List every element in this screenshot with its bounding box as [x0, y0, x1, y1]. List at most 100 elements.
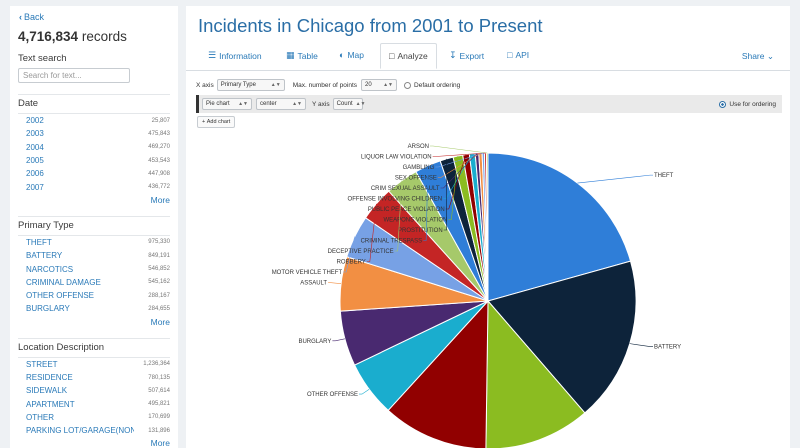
pie-connector [394, 180, 403, 252]
pie-slice-battery[interactable] [487, 260, 637, 414]
tab-map[interactable]: ◐ Map [339, 50, 364, 60]
chart-icon: □ [389, 51, 395, 61]
facet-item[interactable]: BATTERY 849,191 [18, 249, 170, 262]
pie-connector [577, 174, 653, 184]
facet-item-count: 545,162 [148, 279, 170, 286]
download-icon: ↧ [449, 50, 457, 60]
facet-item[interactable]: RESIDENCE 780,135 [18, 371, 170, 384]
facet-item-label: 2007 [26, 182, 44, 192]
facet-item-count: 469,270 [148, 144, 170, 151]
facet-item-count: 546,852 [148, 266, 170, 273]
axis-controls: X axis Primary Type ▲▼ Max. number of po… [196, 79, 460, 91]
facet-item[interactable]: 2006 447,908 [18, 167, 170, 180]
pie-label: THEFT [654, 173, 674, 179]
y-axis-select[interactable]: Count ▲▼ [332, 98, 366, 110]
facet-item[interactable]: OTHER OFFENSE 288,167 [18, 289, 170, 302]
facet-item[interactable]: 2004 469,270 [18, 141, 170, 154]
facet-item-label: 2004 [26, 142, 44, 152]
facet-item[interactable]: NARCOTICS 546,852 [18, 262, 170, 275]
facet-item[interactable]: BURGLARY 284,655 [18, 302, 170, 315]
x-axis-select[interactable]: Primary Type ▲▼ [216, 79, 285, 91]
facet-item-label: OTHER OFFENSE [26, 291, 95, 301]
plus-icon: + [202, 119, 207, 125]
x-axis-label: X axis [196, 81, 214, 89]
facet-item[interactable]: 2007 436,772 [18, 180, 170, 193]
pie-connector [443, 158, 447, 231]
facet-item[interactable]: 2002 25,807 [18, 114, 170, 127]
facet-item-count: 453,543 [148, 157, 170, 164]
pie-label: PROSTITUTION [398, 228, 443, 234]
facet-item-count: 436,772 [148, 184, 170, 191]
back-label: Back [24, 12, 45, 22]
list-icon: ☰ [208, 50, 217, 60]
facet-item-count: 780,135 [148, 374, 170, 381]
series-row: Pie chart ▲▼ center ▲▼ Y axis Count ▲▼ U… [196, 95, 782, 113]
chart-type-select[interactable]: Pie chart ▲▼ [202, 98, 252, 110]
pie-connector [328, 282, 342, 284]
tab-table[interactable]: ▦ Table [286, 50, 318, 61]
facet-item[interactable]: APARTMENT 495,821 [18, 397, 170, 410]
pie-slice-theft[interactable] [487, 152, 632, 302]
main-panel: Incidents in Chicago from 2001 to Presen… [186, 6, 790, 448]
pie-connector [432, 152, 486, 157]
pie-label: MOTOR VEHICLE THEFT [272, 270, 343, 276]
max-points-select[interactable]: 20 ▲▼ [361, 79, 398, 91]
facet-item[interactable]: THEFT 975,330 [18, 236, 170, 249]
align-select[interactable]: center ▲▼ [256, 98, 306, 110]
facet-section: Date 2002 25,807 2003 475,843 2004 469,270 2005… [18, 94, 170, 205]
facet-title: Primary Type [18, 217, 170, 236]
default-ordering-radio[interactable] [404, 81, 412, 89]
facet-item[interactable]: OTHER 170,699 [18, 411, 170, 424]
use-for-ordering-radio[interactable] [719, 100, 727, 108]
pie-connector [358, 389, 370, 395]
tab-analyze[interactable]: □ Analyze [380, 43, 437, 69]
more-link[interactable]: More [150, 438, 170, 448]
search-input[interactable] [18, 68, 130, 83]
add-chart-button[interactable]: + Add chart [197, 116, 236, 128]
chevron-down-icon: ⌄ [766, 51, 774, 61]
facet-item-count: 849,191 [148, 252, 170, 259]
tab-label: Information [219, 50, 262, 61]
facet-item[interactable]: CRIMINAL DAMAGE 545,162 [18, 276, 170, 289]
pie-connector [366, 203, 377, 262]
select-arrows-icon: ▲▼ [292, 101, 302, 107]
facet-item-count: 507,614 [148, 387, 170, 394]
pie-connector [343, 236, 356, 273]
pie-label: CRIM SEXUAL ASSAULT [371, 186, 440, 192]
facet-item-label: THEFT [26, 237, 52, 247]
facet-item[interactable]: SIDEWALK 507,614 [18, 384, 170, 397]
select-arrows-icon: ▲▼ [383, 82, 394, 88]
use-for-ordering-label: Use for ordering [729, 100, 776, 108]
more-link[interactable]: More [150, 316, 170, 327]
pie-label: OFFENSE INVOLVING CHILDREN [348, 197, 443, 203]
facet-item[interactable]: 2005 453,543 [18, 154, 170, 167]
facet-item-label: BATTERY [26, 251, 63, 261]
pie-slice-criminal-damage[interactable] [387, 299, 489, 448]
facet-item-label: APARTMENT [26, 399, 75, 409]
page-title: Incidents in Chicago from 2001 to Presen… [198, 15, 543, 36]
share-button[interactable]: Share ⌄ [742, 51, 774, 62]
sidebar: ‹Back 4,716,834 records Text search Date… [10, 6, 178, 448]
facet-item[interactable]: STREET 1,236,364 [18, 358, 170, 371]
back-link[interactable]: ‹ Back [19, 12, 170, 22]
facet-item-label: CRIMINAL DAMAGE [26, 277, 101, 287]
facet-item-label: 2003 [26, 129, 44, 139]
facet-item-count: 284,655 [148, 305, 170, 312]
facet-item-count: 1,236,364 [143, 361, 170, 368]
tab-export[interactable]: ↧ Export [449, 50, 484, 61]
select-arrows-icon: ▲▼ [355, 101, 366, 107]
more-link[interactable]: More [150, 194, 170, 205]
pie-label: WEAPONS VIOLATION [383, 218, 447, 224]
tab-information[interactable]: ☰ Information [208, 50, 262, 61]
share-label: Share [741, 51, 765, 61]
pie-slice-narcotics[interactable] [485, 299, 586, 448]
facet-item[interactable]: 2003 475,843 [18, 127, 170, 140]
tab-label: Table [297, 50, 318, 61]
pie-connector [435, 152, 484, 168]
facet-item[interactable]: PARKING LOT/GARAGE(NON... 131,896 [18, 424, 170, 437]
tab-api[interactable]: □ API [507, 50, 529, 60]
record-count: 4,716,834 records [18, 29, 170, 44]
record-count-suffix: records [81, 29, 127, 44]
pie-connector [423, 165, 429, 241]
pie-label: BURGLARY [298, 339, 331, 345]
